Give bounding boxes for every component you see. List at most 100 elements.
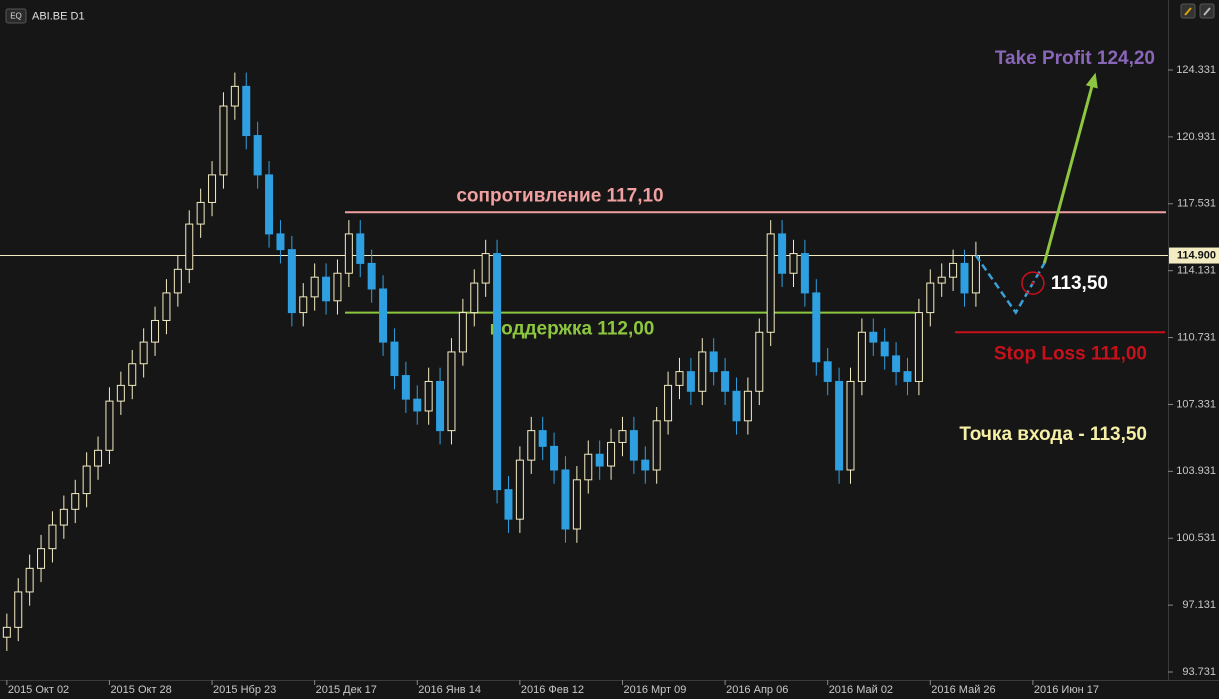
candle-body — [971, 255, 980, 294]
candle-body — [481, 253, 490, 284]
candle-body — [629, 430, 638, 461]
candle-body — [310, 276, 319, 298]
candle-body — [151, 319, 160, 343]
take-profit-arrowhead — [1085, 72, 1098, 89]
badge-box — [5, 8, 27, 24]
candle-body — [823, 361, 832, 382]
candle-body — [960, 262, 969, 294]
candle-body — [857, 331, 866, 382]
candle-body — [538, 430, 547, 447]
candle-body — [493, 253, 502, 491]
candle-body — [675, 371, 684, 386]
candle-body — [778, 233, 787, 274]
candle-body — [82, 465, 91, 495]
candle-body — [2, 626, 11, 638]
x-tick-label: 2016 Фев 12 — [521, 684, 584, 696]
candle-body — [880, 341, 889, 357]
candle-body — [59, 508, 68, 526]
candle-body — [94, 449, 103, 467]
candle-body — [937, 276, 946, 284]
candle-body — [903, 371, 912, 382]
candle-body — [390, 341, 399, 377]
candle-body — [789, 253, 798, 274]
candle-body — [652, 420, 661, 471]
candle-body — [664, 384, 673, 422]
candle-body — [128, 363, 137, 386]
candle-body — [424, 380, 433, 412]
support-label: поддержка 112,00 — [490, 319, 655, 340]
candle-body — [515, 459, 524, 520]
x-tick-label: 2015 Нбр 23 — [213, 684, 276, 696]
projection-path — [974, 254, 1046, 315]
candle-body — [322, 276, 331, 302]
candle-body — [162, 292, 171, 321]
candle-body — [253, 135, 262, 176]
candle-body — [812, 292, 821, 363]
candle-body — [105, 400, 114, 451]
y-tick-label: 97.131 — [1182, 599, 1216, 611]
candle-body — [447, 351, 456, 432]
candle-body — [607, 441, 616, 467]
edit-icon — [1184, 7, 1192, 16]
candle-body — [755, 331, 764, 392]
x-tick-label: 2016 Янв 14 — [418, 684, 481, 696]
candle-body — [230, 85, 239, 107]
candle-body — [709, 351, 718, 373]
candle-body — [504, 489, 513, 520]
candle-body — [344, 233, 353, 274]
candle-body — [219, 105, 228, 176]
x-tick-label: 2015 Дек 17 — [316, 684, 377, 696]
candle-body — [208, 174, 217, 203]
candle-body — [242, 85, 251, 137]
candle-body — [287, 249, 296, 314]
candle-body — [527, 430, 536, 461]
candle-body — [914, 312, 923, 382]
candle-body — [618, 430, 627, 443]
candle-body — [37, 548, 46, 569]
badge: EQ — [10, 12, 22, 21]
x-tick-label: 2015 Окт 28 — [110, 684, 171, 696]
candle-body — [276, 233, 285, 251]
candle-body — [71, 493, 80, 510]
candle-body — [196, 201, 205, 225]
candle-body — [14, 591, 23, 628]
y-tick-label: 110.731 — [1177, 331, 1216, 343]
candle-body — [299, 296, 308, 314]
candle-body — [721, 371, 730, 392]
y-tick-label: 107.331 — [1176, 398, 1216, 410]
x-tick-label: 2016 Май 26 — [931, 684, 995, 696]
candle-body — [333, 272, 342, 302]
candle-body — [686, 371, 695, 392]
candle-body — [698, 351, 707, 392]
entry-label: 113,50 — [1051, 273, 1108, 294]
y-tick-label: 100.531 — [1176, 532, 1216, 544]
y-tick-label: 103.931 — [1176, 465, 1216, 477]
y-tick-label: 93.731 — [1182, 666, 1216, 678]
candle-body — [766, 233, 775, 333]
candle-body — [743, 390, 752, 422]
candle-body — [732, 390, 741, 422]
candle-body — [641, 459, 650, 471]
x-tick-label: 2016 Июн 17 — [1034, 684, 1099, 696]
candle-body — [265, 174, 274, 235]
y-tick-label: 120.931 — [1176, 131, 1216, 143]
candle-body — [572, 479, 581, 530]
x-tick-label: 2015 Окт 02 — [8, 684, 69, 696]
candle-body — [139, 341, 148, 365]
symbol: ABI.BE D1 — [32, 10, 85, 22]
candle-body — [367, 262, 376, 290]
candle-body — [458, 312, 467, 353]
candle-body — [356, 233, 365, 264]
settings-icon — [1203, 7, 1211, 16]
last-price-box — [1169, 247, 1219, 264]
candle-body — [185, 223, 194, 270]
candle-body — [413, 398, 422, 412]
candle-body — [835, 380, 844, 471]
last-price-label: 114.900 — [1177, 249, 1216, 261]
candle-body — [892, 355, 901, 373]
take-profit-arrow — [1042, 81, 1095, 264]
candle-body — [401, 375, 410, 400]
y-tick-label: 114.131 — [1177, 265, 1216, 277]
candle-body — [436, 380, 445, 432]
